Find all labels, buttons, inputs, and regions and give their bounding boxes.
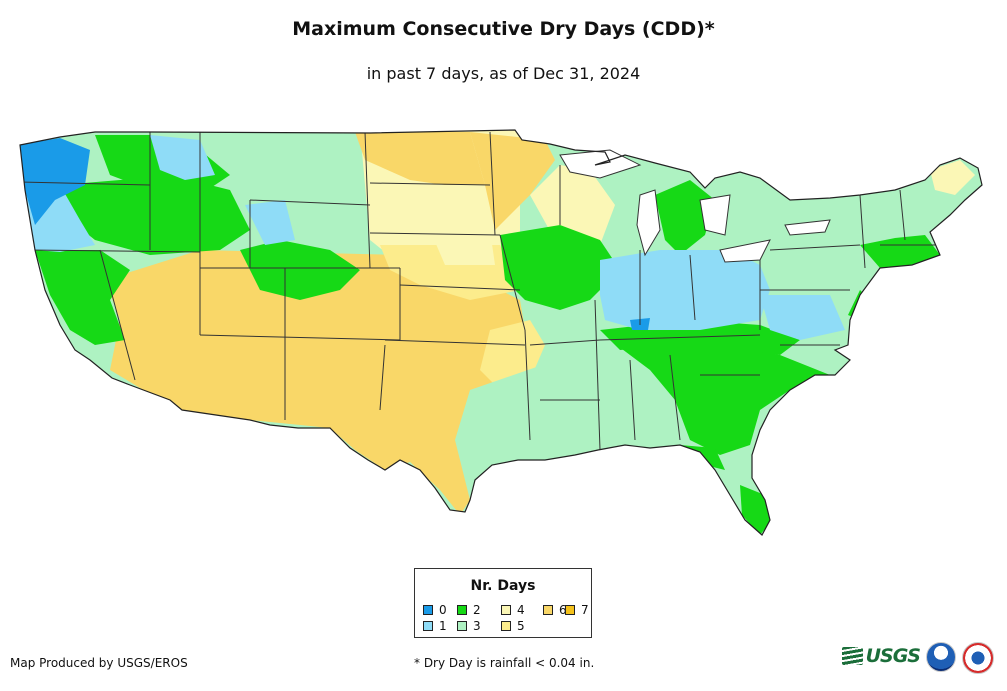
region-nebraska-yellow [430,230,495,265]
border [369,182,491,186]
region-michigan [655,180,715,255]
legend-item-2: 2 [457,603,481,617]
map-credit: Map Produced by USGS/EROS [10,656,188,670]
border [594,299,601,451]
region-mississippi-valley [500,225,620,310]
legend-swatch [457,605,467,615]
legend-label: 6 [559,603,567,617]
legend-item-1: 1 [423,619,447,633]
border [524,329,531,441]
region-carolinas-georgia [610,340,830,455]
legend-grid: 0 1 2 3 4 5 6 7 [423,603,593,637]
legend-label: 1 [439,619,447,633]
legend-swatch [501,621,511,631]
region-wyoming-patches [240,240,360,300]
lake-ontario [784,219,831,236]
legend-title: Nr. Days [470,578,536,594]
legend-label: 2 [473,603,481,617]
legend-label: 5 [517,619,525,633]
region-arizona-sonora [170,335,300,420]
legend-label: 4 [517,603,525,617]
region-great-lakes-wi [530,165,615,245]
border [99,249,136,381]
legend: Nr. Days 0 1 2 3 4 5 6 [414,568,592,638]
legend-swatch [423,621,433,631]
legend-item-3: 3 [457,619,481,633]
nws-logo [962,642,994,674]
legend-swatch [501,605,511,615]
border [29,249,201,253]
border [689,254,696,321]
legend-swatch [543,605,553,615]
border [379,344,386,411]
region-southwest [105,250,525,515]
region-pacific-nw-coast [20,138,90,225]
lake-michigan [636,189,661,257]
state-borders [20,131,940,451]
legend-label: 0 [439,603,447,617]
legend-swatch [565,605,575,615]
lake-huron [699,194,731,236]
legend-item-4: 4 [501,603,525,617]
map-subtitle: in past 7 days, as of Dec 31, 2024 [366,64,641,83]
border [859,194,866,269]
usgs-logo: USGS [842,642,921,670]
usgs-mark-icon [842,647,863,665]
border [489,131,496,236]
region-upper-midwest [355,132,485,185]
legend-swatch [423,605,433,615]
dry-day-footnote: * Dry Day is rainfall < 0.04 in. [414,656,595,670]
lake-erie [719,239,771,263]
border [529,339,601,346]
legend-swatch [457,621,467,631]
map-title: Maximum Consecutive Dry Days (CDD)* [292,18,715,40]
legend-item-6: 6 [543,603,567,617]
legend-label: 7 [581,603,589,617]
border [20,181,151,186]
usgs-wordmark: USGS [865,645,921,667]
region-virginia-light [760,295,845,340]
region-idaho-north-light [150,135,215,180]
border [364,131,371,269]
region-maine-yellow [930,160,975,195]
legend-label: 3 [473,619,481,633]
border [249,199,371,206]
legend-item-5: 5 [501,619,525,633]
region-idaho-oregon [60,175,250,255]
border [369,232,501,236]
border [669,354,681,441]
region-ohio-valley [600,250,770,330]
legend-item-0: 0 [423,603,447,617]
border [399,284,521,291]
map-base [20,130,982,535]
noaa-logo [926,642,956,672]
border [599,334,761,341]
border [629,359,636,441]
border [769,244,861,251]
region-colorado-light [245,200,295,245]
legend-item-7: 7 [565,603,589,617]
border [899,189,906,241]
border [384,339,526,346]
border [199,334,401,341]
region-northeast-green [860,235,940,268]
border [499,234,526,331]
